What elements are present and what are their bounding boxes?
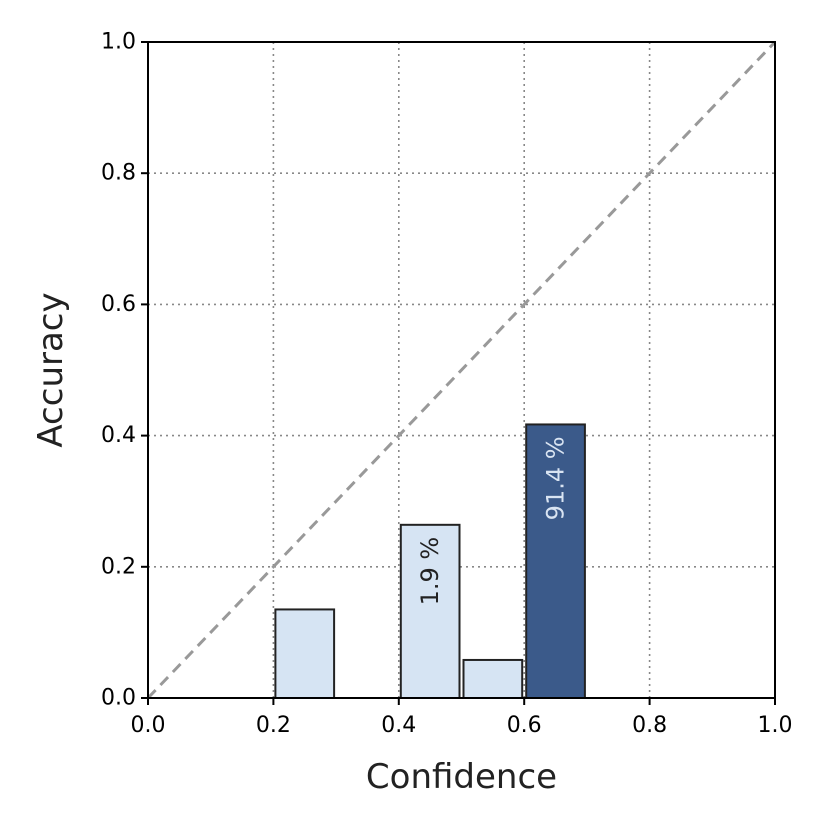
bar-labels: 1.9 % 91.4 % — [416, 436, 569, 605]
bar-0.6-0.7 — [525, 423, 586, 699]
y-tick-label: 0.8 — [101, 161, 136, 186]
y-axis-label: Accuracy — [31, 292, 71, 447]
bar-0.5-0.6 — [462, 658, 524, 700]
x-tick-label: 0.4 — [381, 713, 416, 738]
bar-percent-label: 91.4 % — [542, 436, 570, 520]
y-tick-label: 1.0 — [101, 30, 136, 55]
y-axis-ticks: 0.0 0.2 0.4 0.6 0.8 1.0 — [101, 30, 148, 711]
bar-0.2-0.3 — [274, 608, 336, 699]
perfect-calibration-line — [146, 40, 777, 700]
y-tick-label: 0.6 — [101, 292, 136, 317]
x-tick-label: 0.6 — [507, 713, 542, 738]
x-axis-label: Confidence — [366, 757, 557, 797]
x-tick-label: 0.2 — [256, 713, 291, 738]
grid — [148, 42, 775, 698]
y-tick-label: 0.2 — [101, 554, 136, 579]
x-tick-label: 0.8 — [632, 713, 667, 738]
bar-percent-label: 1.9 % — [416, 537, 444, 606]
plot-frame — [147, 41, 776, 699]
x-tick-label: 1.0 — [758, 713, 793, 738]
x-axis-ticks: 0.0 0.2 0.4 0.6 0.8 1.0 — [131, 698, 793, 738]
y-tick-label: 0.0 — [101, 686, 136, 711]
y-tick-label: 0.4 — [101, 423, 136, 448]
x-tick-label: 0.0 — [131, 713, 166, 738]
